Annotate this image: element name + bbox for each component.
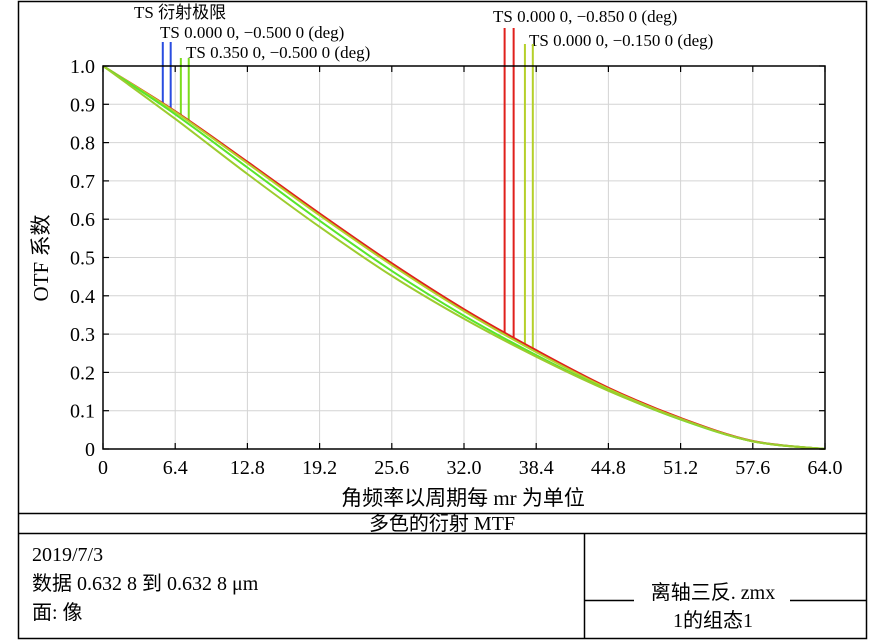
y-tick-label: 0.6	[70, 209, 95, 231]
outer-frame	[17, 0, 868, 640]
mtf-series-line	[102, 65, 826, 450]
x-tick-label: 32.0	[447, 457, 482, 479]
data-range-text: 数据 0.632 8 到 0.632 8 μm	[32, 572, 259, 595]
chart-title: 多色的衍射 MTF	[369, 512, 515, 535]
x-tick-label: 57.6	[735, 457, 770, 479]
file-name: 离轴三反. zmx	[651, 581, 775, 604]
x-tick-labels: 0 6.4 12.8 19.2 25.6 32.0 38.4 44.8 51.2 57.6 64.0	[98, 457, 843, 479]
y-tick-label: 0.1	[70, 401, 95, 423]
legend-entry-3: TS 0.000 0, −0.850 0 (deg)	[493, 7, 677, 26]
mtf-curves	[102, 65, 826, 450]
x-tick-label: 0	[98, 457, 108, 479]
x-tick-label: 25.6	[374, 457, 409, 479]
y-tick-label: 0.8	[70, 133, 95, 155]
legend-entry-1: TS 0.000 0, −0.500 0 (deg)	[160, 23, 344, 42]
config-text: 1的组态1	[673, 609, 753, 632]
y-tick-labels: 0 0.1 0.2 0.3 0.4 0.5 0.6 0.7 0.8 0.9 1.0	[70, 56, 95, 461]
x-tick-label: 38.4	[519, 457, 554, 479]
y-tick-label: 0.3	[70, 324, 95, 346]
date-text: 2019/7/3	[32, 544, 103, 566]
y-tick-label: 0.9	[70, 94, 95, 116]
cutoff-markers	[161, 28, 534, 349]
y-tick-label: 0.4	[70, 286, 95, 308]
y-tick-label: 0.2	[70, 362, 95, 384]
y-tick-label: 0.7	[70, 171, 95, 193]
y-tick-label: 1.0	[70, 56, 95, 78]
x-tick-label: 64.0	[808, 457, 843, 479]
grid	[103, 66, 825, 449]
y-axis-label: OTF 系数	[29, 215, 53, 302]
axis-ticks	[102, 65, 826, 450]
y-tick-label: 0	[85, 439, 95, 461]
x-tick-label: 6.4	[163, 457, 188, 479]
x-tick-label: 12.8	[230, 457, 265, 479]
x-axis-label: 角频率以周期每 mr 为单位	[341, 486, 585, 510]
legend-entry-4: TS 0.000 0, −0.150 0 (deg)	[529, 31, 713, 50]
mtf-plot: 0 6.4 12.8 19.2 25.6 32.0 38.4 44.8 51.2 57.6 64.0…	[70, 28, 843, 479]
y-tick-label: 0.5	[70, 248, 95, 270]
legend-entry-2: TS 0.350 0, −0.500 0 (deg)	[186, 43, 370, 62]
surface-text: 面: 像	[32, 601, 83, 624]
x-tick-label: 44.8	[591, 457, 626, 479]
x-tick-label: 19.2	[302, 457, 337, 479]
diffraction-limit-label: TS 衍射极限	[134, 3, 226, 22]
x-tick-label: 51.2	[663, 457, 698, 479]
